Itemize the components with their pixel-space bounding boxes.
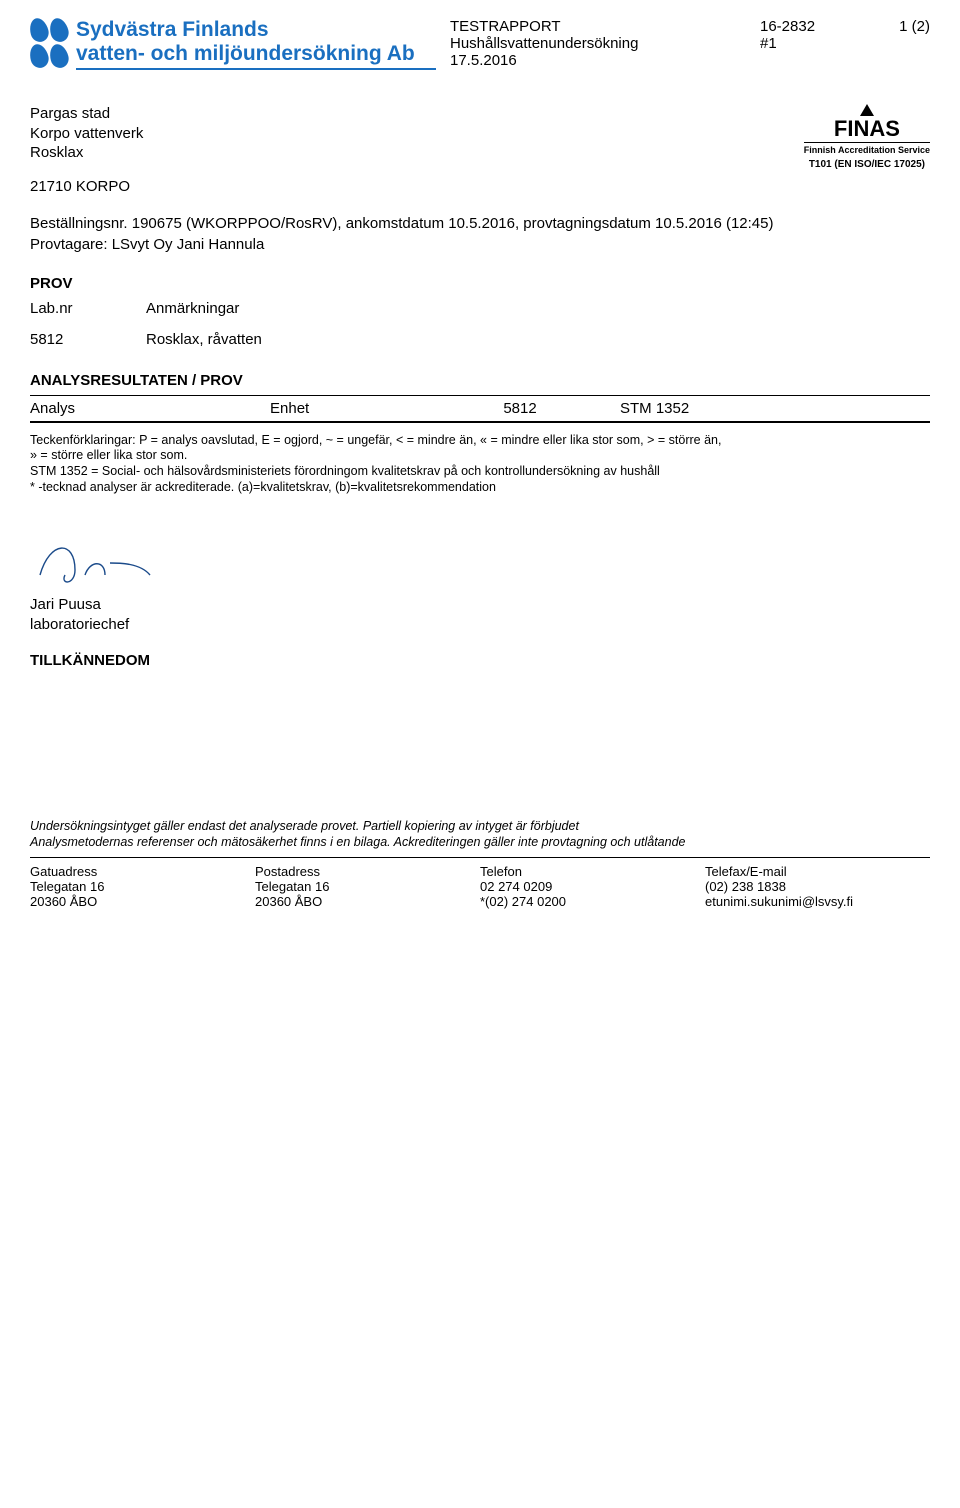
legend-line: * -tecknad analyser är ackrediterade. (a… [30,480,930,496]
page-footer: Undersökningsintyget gäller endast det a… [30,819,930,908]
notice-heading: TILLKÄNNEDOM [30,652,930,669]
signer-block: Jari Puusa laboratoriechef [30,595,930,634]
finas-name: FINAS [804,118,930,143]
footer-col-line: 20360 ÅBO [255,894,480,909]
report-date: 17.5.2016 [450,52,750,69]
footer-col-header: Telefax/E-mail [705,864,930,879]
table-legend: Teckenförklaringar: P = analys oavslutad… [30,433,930,496]
col-header: STM 1352 [620,400,930,417]
report-title: TESTRAPPORT [450,18,750,35]
order-info: Beställningsnr. 190675 (WKORPPOO/RosRV),… [30,214,930,255]
logo-line2: vatten- och miljöundersökning Ab [76,42,436,66]
run-number: #1 [760,35,815,52]
report-title-block: TESTRAPPORT Hushållsvattenundersökning 1… [450,18,750,69]
footer-note: Analysmetodernas referenser och mätosäke… [30,835,930,851]
accreditation-badge: FINAS Finnish Accreditation Service T101… [804,104,930,170]
table-header-row: Analys Enhet 5812 STM 1352 [30,396,930,422]
order-line: Provtagare: LSvyt Oy Jani Hannula [30,235,930,255]
signature-area [30,535,930,595]
document-header: Sydvästra Finlands vatten- och miljöunde… [30,18,930,70]
addr-line: 21710 KORPO [30,177,143,197]
signer-title: laboratoriechef [30,615,930,635]
finas-triangle-icon [860,104,874,116]
footer-col-line: etunimi.sukunimi@lsvsy.fi [705,894,930,909]
addr-line: Korpo vattenverk [30,124,143,144]
prov-description: Rosklax, råvatten [146,331,262,348]
recipient-address: Pargas stad Korpo vattenverk Rosklax 217… [30,104,143,196]
prov-labnr: 5812 [30,331,110,348]
order-line: Beställningsnr. 190675 (WKORPPOO/RosRV),… [30,214,930,234]
col-header: Enhet [270,400,420,417]
finas-code: T101 (EN ISO/IEC 17025) [804,159,930,170]
legend-line: » = större eller lika stor som. [30,448,930,464]
legend-line: Teckenförklaringar: P = analys oavslutad… [30,433,930,449]
footer-col-header: Telefon [480,864,705,879]
footer-col-header: Gatuadress [30,864,255,879]
footer-col-header: Postadress [255,864,480,879]
footer-col-line: Telegatan 16 [255,879,480,894]
legend-line: STM 1352 = Social- och hälsovårdsministe… [30,464,930,480]
footer-col-line: *(02) 274 0200 [480,894,705,909]
report-subtitle: Hushållsvattenundersökning [450,35,638,52]
addr-line: Rosklax [30,143,143,163]
prov-heading: PROV [30,275,930,292]
col-header: 5812 [420,400,620,417]
footer-note: Undersökningsintyget gäller endast det a… [30,819,930,835]
col-header: Analys [30,400,270,417]
logo-line1: Sydvästra Finlands [76,18,436,42]
finas-subtitle: Finnish Accreditation Service [804,145,930,155]
analysis-table: Analys Enhet 5812 STM 1352 [30,395,930,423]
addr-line: Pargas stad [30,104,143,124]
footer-col-line: (02) 238 1838 [705,879,930,894]
company-logo: Sydvästra Finlands vatten- och miljöunde… [30,18,440,70]
signer-name: Jari Puusa [30,595,930,615]
analysis-heading: ANALYSRESULTATEN / PROV [30,372,930,389]
footer-col-line: 20360 ÅBO [30,894,255,909]
signature-icon [30,535,170,590]
prov-col-header: Lab.nr [30,300,110,317]
logo-drops-icon [30,18,68,68]
footer-col-line: 02 274 0209 [480,879,705,894]
page-indicator: 1 (2) [899,18,930,52]
footer-col-line: Telegatan 16 [30,879,255,894]
doc-number: 16-2832 [760,18,815,35]
prov-col-header: Anmärkningar [146,300,239,317]
